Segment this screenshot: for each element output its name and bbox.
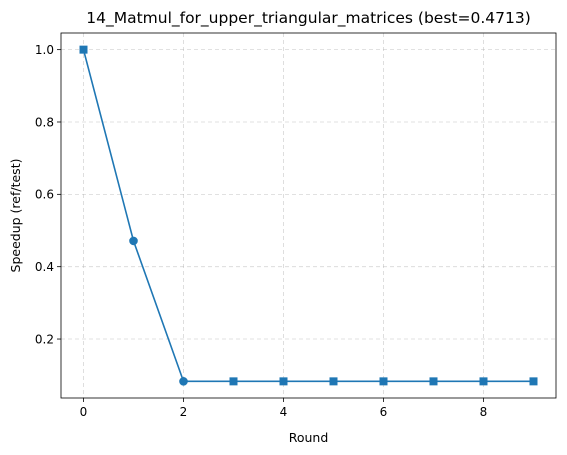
x-tick-label: 8 (480, 405, 488, 419)
series-line (82, 49, 534, 383)
data-point-square-marker (329, 377, 338, 386)
data-point-square-marker (279, 377, 288, 386)
y-tick-label: 0.2 (35, 332, 54, 346)
y-tick-label: 0.6 (35, 188, 54, 202)
data-point-square-marker (529, 377, 538, 386)
x-axis-label: Round (289, 430, 329, 445)
data-point-square-marker (79, 45, 88, 54)
plot-frame (60, 32, 557, 399)
x-tick-label: 0 (80, 405, 88, 419)
x-tick-label: 6 (380, 405, 388, 419)
data-point-circle-marker (179, 377, 188, 386)
x-tick-label: 4 (280, 405, 288, 419)
x-tick-label: 2 (180, 405, 188, 419)
y-axis-label: Speedup (ref/test) (8, 159, 23, 273)
data-point-circle-marker (129, 236, 138, 246)
y-tick-label: 1.0 (35, 43, 54, 57)
data-point-square-marker (429, 377, 438, 386)
data-point-square-marker (479, 377, 488, 386)
chart-title: 14_Matmul_for_upper_triangular_matrices … (86, 9, 531, 28)
y-tick-label: 0.4 (35, 260, 54, 274)
data-point-square-marker (229, 377, 238, 386)
tick-layer: 0 2 4 6 8 0.2 0.4 0.6 0.8 1.0 (35, 43, 487, 419)
series-layer (79, 45, 538, 386)
data-point-square-marker (379, 377, 388, 386)
grid-layer (61, 33, 556, 398)
y-tick-label: 0.8 (35, 115, 54, 129)
